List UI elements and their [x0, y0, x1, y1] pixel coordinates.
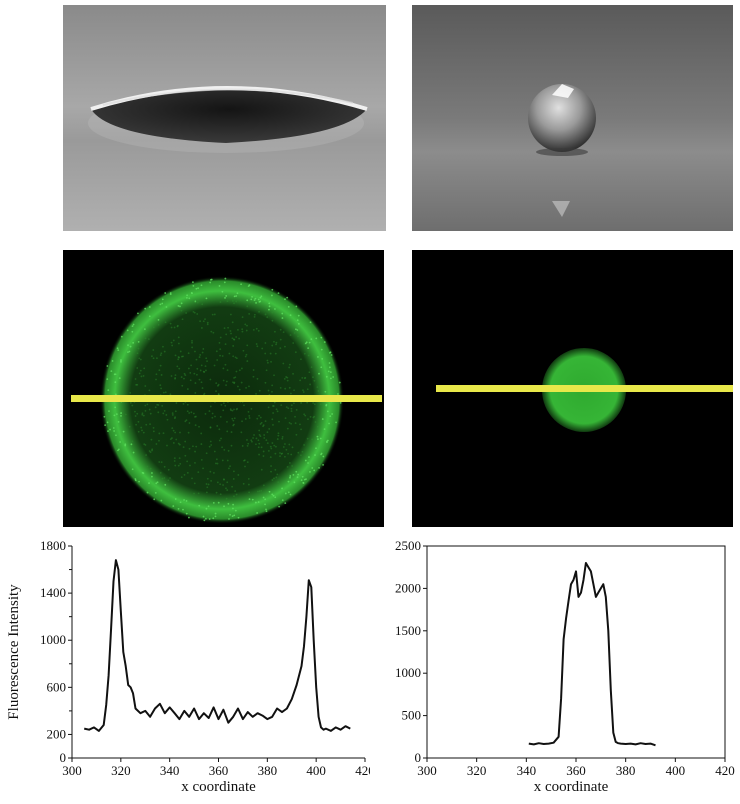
x-axis-label: x coordinate [181, 779, 256, 795]
photo-flat-droplet [63, 5, 386, 231]
y-tick-label: 1400 [40, 585, 66, 600]
photo-spherical-droplet [412, 5, 733, 231]
x-tick-label: 400 [306, 763, 326, 778]
fluorescence-ring-image [63, 250, 384, 527]
y-tick-label: 0 [415, 750, 422, 765]
fluorescence-disc-image [412, 250, 733, 527]
x-tick-label: 360 [566, 763, 586, 778]
x-tick-label: 420 [355, 763, 370, 778]
series-line [83, 559, 351, 732]
profile-line-left [71, 395, 382, 402]
x-tick-label: 400 [666, 763, 686, 778]
intensity-chart-left: 0 200 600 1000 1400 1800 300 320 340 360 380 400 420… [6, 538, 370, 795]
y-tick-label: 0 [60, 750, 67, 765]
series-line [528, 562, 656, 747]
y-tick-label: 2000 [395, 580, 421, 595]
x-axis-label: x coordinate [534, 779, 609, 795]
x-tick-label: 380 [258, 763, 278, 778]
y-tick-label: 1000 [395, 665, 421, 680]
x-tick-label: 340 [160, 763, 180, 778]
x-tick-label: 380 [616, 763, 636, 778]
y-tick-label: 500 [402, 708, 422, 723]
x-tick-label: 320 [467, 763, 487, 778]
y-tick-label: 600 [47, 679, 67, 694]
intensity-chart-right: 0 500 1000 1500 2000 2500 300 320 340 360 380 400 42… [395, 538, 735, 795]
x-tick-label: 420 [715, 763, 735, 778]
y-tick-label: 1000 [40, 632, 66, 647]
y-tick-label: 2500 [395, 538, 421, 553]
x-tick-label: 300 [62, 763, 82, 778]
y-tick-label: 1500 [395, 623, 421, 638]
profile-line-right [436, 385, 733, 392]
x-tick-label: 360 [209, 763, 229, 778]
x-tick-label: 300 [417, 763, 437, 778]
x-tick-label: 340 [517, 763, 537, 778]
x-tick-label: 320 [111, 763, 131, 778]
y-tick-label: 1800 [40, 538, 66, 553]
y-tick-label: 200 [47, 726, 67, 741]
y-axis-label: Fluorescence Intensity [6, 584, 22, 720]
